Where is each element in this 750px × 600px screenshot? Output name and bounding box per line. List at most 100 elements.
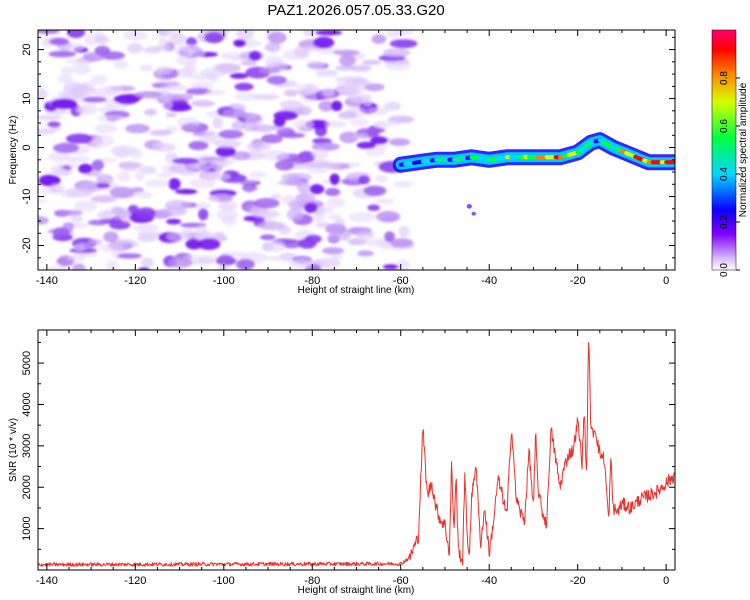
noise-blob bbox=[261, 134, 283, 144]
noise-blob bbox=[78, 163, 93, 174]
noise-blob bbox=[165, 151, 178, 162]
noise-blob bbox=[352, 133, 369, 139]
noise-blob bbox=[156, 172, 173, 178]
noise-blob bbox=[318, 100, 335, 112]
noise-blob bbox=[289, 258, 315, 270]
noise-blob bbox=[103, 85, 124, 94]
noise-blob bbox=[315, 30, 343, 36]
noise-blob bbox=[198, 255, 221, 264]
noise-blob bbox=[355, 231, 375, 237]
noise-blob bbox=[384, 101, 402, 111]
noise-blob bbox=[65, 133, 93, 144]
spectrogram-y-tick-label: 0 bbox=[21, 144, 33, 150]
noise-blob bbox=[91, 74, 108, 85]
colorbar-ticks: 0.0 0.2 0.4 0.6 0.8 bbox=[719, 71, 740, 277]
noise-blob bbox=[156, 65, 174, 75]
colorbar-label: Normalized spectral amplitude bbox=[738, 82, 749, 217]
snr-x-label: Height of straight line (km) bbox=[298, 585, 415, 596]
noise-blob bbox=[162, 98, 173, 111]
noise-blob bbox=[286, 208, 304, 221]
noise-blob bbox=[298, 238, 317, 249]
noise-blob bbox=[94, 123, 118, 134]
noise-blob bbox=[38, 115, 62, 121]
noise-blob bbox=[283, 89, 298, 97]
noise-blob bbox=[154, 141, 166, 147]
snr-plot-area bbox=[38, 330, 675, 570]
colorbar-tick-label: 0.0 bbox=[719, 263, 730, 277]
noise-blob bbox=[236, 30, 255, 40]
noise-blob bbox=[313, 36, 335, 49]
noise-blob bbox=[190, 81, 214, 89]
figure-title: PAZ1.2026.057.05.33.G20 bbox=[267, 2, 444, 19]
noise-blob bbox=[376, 210, 401, 223]
noise-blob bbox=[134, 91, 162, 99]
noise-blob bbox=[304, 202, 318, 213]
snr-y-tick-label: 3000 bbox=[21, 434, 33, 458]
spectrogram-x-tick-label: -60 bbox=[393, 275, 409, 287]
noise-blob bbox=[235, 259, 255, 270]
noise-blob bbox=[364, 238, 392, 247]
noise-blob bbox=[61, 66, 72, 77]
noise-blob bbox=[38, 30, 60, 34]
noise-blob bbox=[143, 108, 158, 116]
spectrogram-x-tick-label: -100 bbox=[213, 275, 235, 287]
noise-blob bbox=[387, 115, 415, 124]
noise-blob bbox=[195, 163, 211, 172]
noise-blob bbox=[327, 233, 341, 243]
noise-blob bbox=[90, 138, 103, 150]
snr-series-line bbox=[38, 342, 675, 567]
noise-blob bbox=[385, 30, 400, 39]
noise-blob bbox=[165, 112, 177, 118]
colorbar-tick-label: 0.4 bbox=[719, 167, 730, 181]
noise-blob bbox=[216, 64, 237, 74]
noise-blob bbox=[250, 124, 276, 133]
spectrogram-y-tick-label: 10 bbox=[21, 92, 33, 104]
spectrogram-y-tick-label: -20 bbox=[21, 238, 33, 254]
noise-blob bbox=[234, 92, 261, 101]
noise-blob bbox=[113, 94, 141, 104]
noise-blob bbox=[371, 34, 387, 45]
noise-blob bbox=[88, 239, 103, 245]
noise-blob bbox=[364, 83, 385, 92]
noise-blob bbox=[347, 92, 372, 103]
noise-blob bbox=[258, 67, 281, 74]
noise-blob bbox=[208, 193, 234, 202]
noise-blob bbox=[166, 93, 193, 100]
noise-blob bbox=[281, 239, 302, 249]
noise-blob bbox=[74, 200, 98, 212]
noise-blob bbox=[301, 92, 317, 103]
noise-blob bbox=[167, 257, 193, 268]
noise-blob bbox=[199, 133, 222, 144]
noise-blob bbox=[96, 182, 111, 189]
noise-blob bbox=[295, 192, 316, 203]
noise-blob bbox=[234, 82, 254, 91]
noise-blob bbox=[38, 174, 61, 187]
noise-blob bbox=[339, 131, 359, 144]
noise-blob bbox=[334, 65, 355, 71]
noise-blob bbox=[90, 195, 117, 203]
noise-blob bbox=[138, 267, 150, 270]
noise-blob bbox=[330, 253, 344, 260]
noise-blob bbox=[109, 186, 135, 199]
noise-blob bbox=[333, 49, 360, 56]
noise-blob bbox=[270, 193, 282, 200]
noise-blob bbox=[367, 204, 381, 211]
noise-blob bbox=[218, 254, 233, 263]
noise-blob bbox=[97, 211, 113, 220]
spectrogram-y-tick-label: -10 bbox=[21, 189, 33, 205]
noise-blob bbox=[111, 206, 125, 216]
noise-blob bbox=[254, 93, 280, 101]
noise-blob bbox=[241, 185, 259, 192]
noise-blob bbox=[264, 42, 281, 53]
snr-y-tick-label: 4000 bbox=[21, 392, 33, 416]
noise-blob bbox=[69, 42, 85, 52]
noise-blob bbox=[305, 60, 325, 69]
noise-blob bbox=[166, 218, 182, 225]
noise-blob bbox=[44, 266, 71, 270]
colorbar-gradient bbox=[711, 29, 737, 271]
colorbar-tick-label: 0.8 bbox=[719, 71, 730, 85]
noise-blob bbox=[99, 243, 124, 253]
snr-x-ticks: -140 -120 -100 -80 -60 -40 -20 0 bbox=[36, 330, 669, 587]
noise-blob bbox=[267, 31, 287, 44]
